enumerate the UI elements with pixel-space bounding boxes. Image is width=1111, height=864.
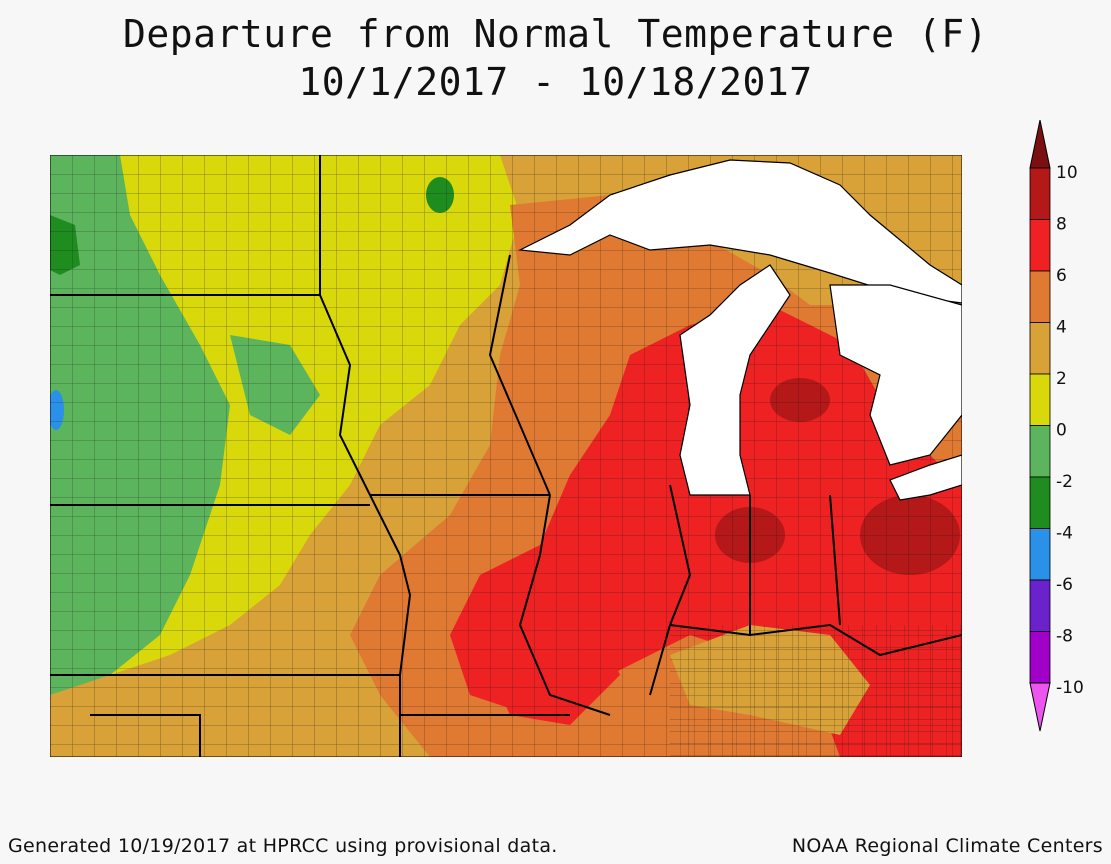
legend-tick-label: 2 — [1056, 369, 1067, 389]
temperature-departure-map — [50, 155, 962, 757]
lake-erie — [889, 454, 962, 501]
legend-swatch — [1029, 167, 1051, 220]
legend-tick-label: 4 — [1056, 318, 1067, 338]
legend-swatch — [1029, 631, 1051, 684]
legend-min-arrow — [1029, 682, 1051, 732]
legend-swatch — [1029, 270, 1051, 323]
legend-swatch — [1029, 322, 1051, 375]
legend-tick-label: -2 — [1056, 472, 1073, 492]
legend-tick-label: 10 — [1056, 163, 1078, 183]
legend-tick-label: 0 — [1056, 421, 1067, 441]
legend-tick-label: -8 — [1056, 627, 1073, 647]
legend-swatch — [1029, 219, 1051, 272]
state-borders — [50, 155, 962, 757]
legend-tick-label: 6 — [1056, 266, 1067, 286]
footer-credit: NOAA Regional Climate Centers — [791, 835, 1103, 857]
legend-swatch — [1029, 373, 1051, 426]
title-line-2: 10/1/2017 - 10/18/2017 — [298, 60, 813, 104]
legend-tick-label: -4 — [1056, 524, 1073, 544]
legend-tick-label: -10 — [1056, 678, 1084, 698]
lake-superior — [517, 159, 962, 304]
lake-michigan — [679, 264, 791, 496]
color-scale-legend: 10 8 6 4 2 0 -2 -4 -6 -8 -10 — [1029, 120, 1084, 732]
legend-swatch — [1029, 528, 1051, 581]
footer-generated-note: Generated 10/19/2017 at HPRCC using prov… — [8, 835, 558, 857]
legend-swatch — [1029, 425, 1051, 478]
legend-tick-label: -6 — [1056, 575, 1073, 595]
map-title: Departure from Normal Temperature (F) 10… — [0, 10, 1111, 106]
legend-max-arrow — [1029, 120, 1051, 169]
legend-swatch — [1029, 579, 1051, 632]
title-line-1: Departure from Normal Temperature (F) — [123, 12, 988, 56]
legend-swatch — [1029, 476, 1051, 529]
lake-huron — [829, 284, 962, 466]
legend-tick-label: 8 — [1056, 215, 1067, 235]
